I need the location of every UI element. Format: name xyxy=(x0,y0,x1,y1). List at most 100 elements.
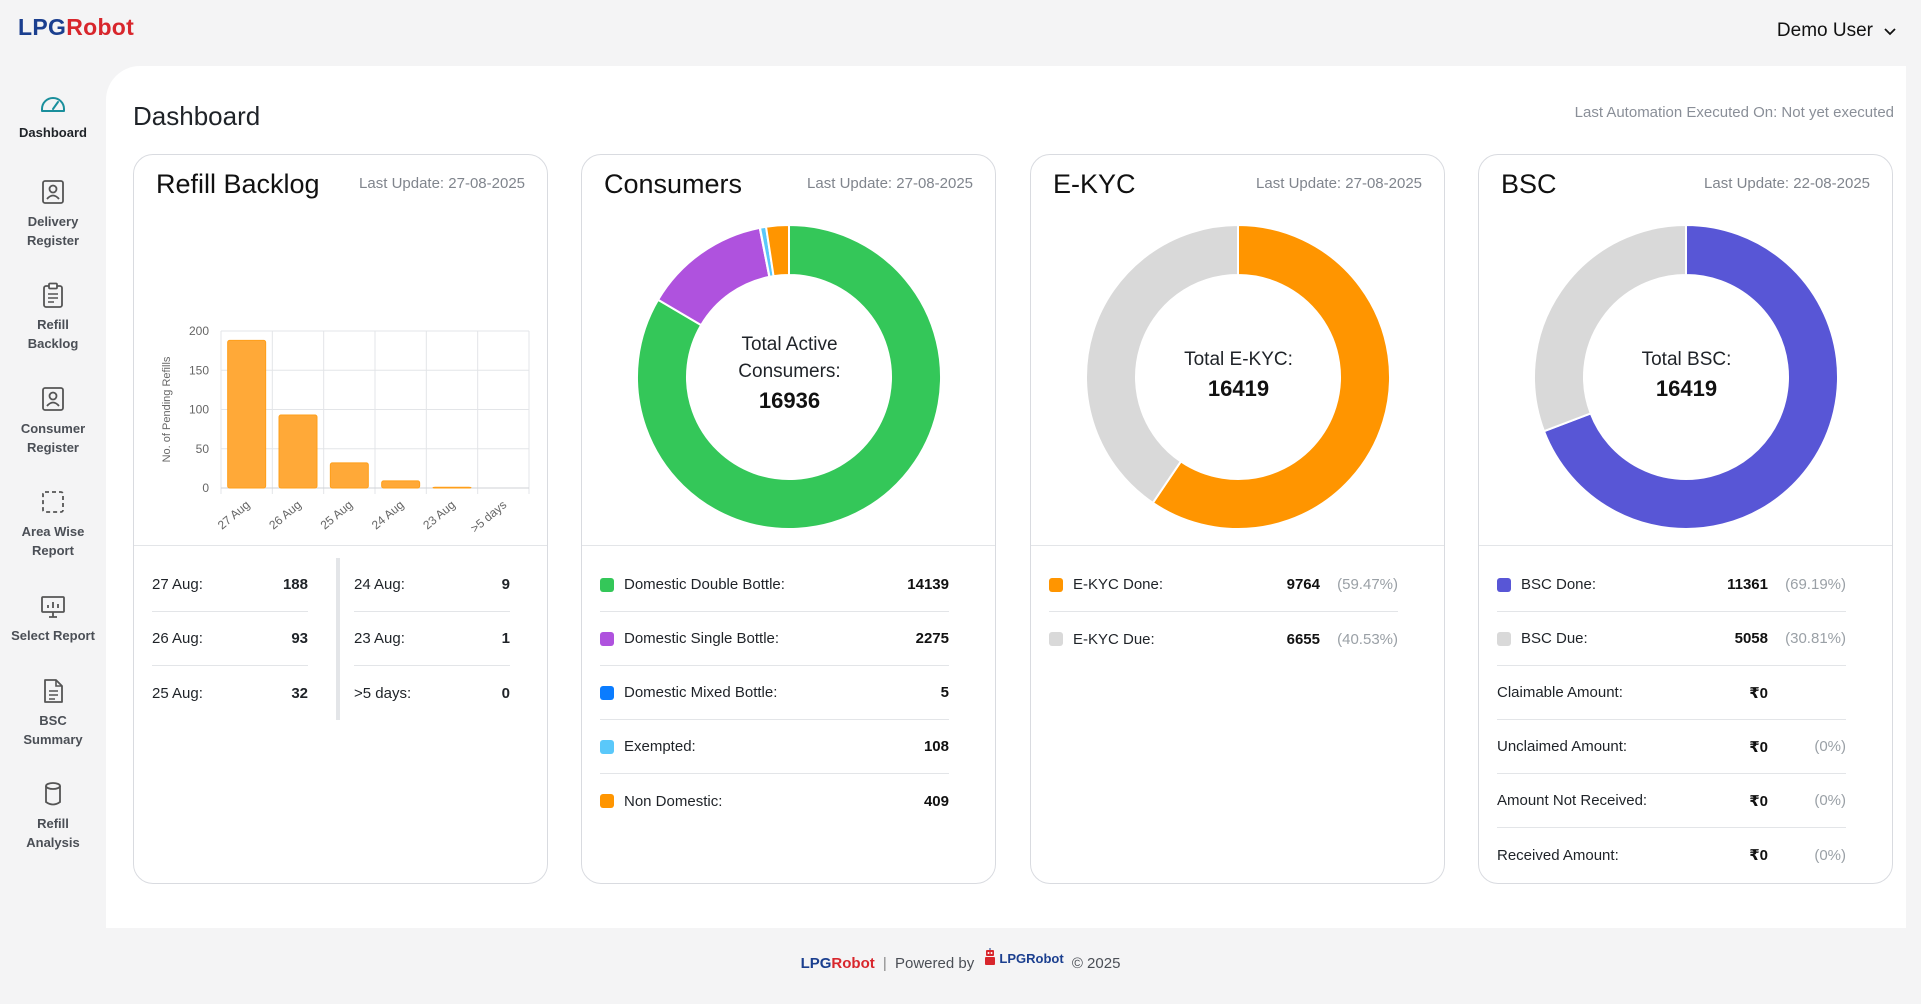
y-tick-label: 0 xyxy=(202,481,209,495)
backlog-label: 23 Aug: xyxy=(354,630,405,647)
app-logo[interactable]: LPGRobot xyxy=(18,14,134,41)
divider xyxy=(1479,545,1892,546)
small-logo-robot: Robot xyxy=(1026,950,1064,966)
small-logo-lpg: LPG xyxy=(999,950,1027,966)
donut-slice xyxy=(1151,223,1391,530)
backlog-row: 25 Aug: 32 xyxy=(152,666,308,720)
sidebar-item-select-report[interactable]: Select Report xyxy=(0,591,106,645)
consumers-list: Domestic Double Bottle: 14139 Domestic Si… xyxy=(600,558,949,828)
x-tick-label: 23 Aug xyxy=(420,498,458,533)
user-menu[interactable]: Demo User xyxy=(1777,20,1897,42)
refill-backlog-chart: 0 50 100 150 200 27 Aug 26 Aug 25 Aug 24 Aug 23 A… xyxy=(134,219,547,539)
divider xyxy=(582,545,995,546)
backlog-row: 27 Aug: 188 xyxy=(152,558,308,612)
donut-center-label: Consumers: xyxy=(738,361,841,382)
list-item-label: Received Amount: xyxy=(1497,846,1619,864)
backlog-row: 26 Aug: 93 xyxy=(152,612,308,666)
backlog-label: 26 Aug: xyxy=(152,630,203,647)
list-item-value: 9764 xyxy=(1286,576,1320,593)
logo-robot-text: Robot xyxy=(66,14,135,40)
list-item-percent: (0%) xyxy=(1814,738,1846,755)
y-tick-label: 50 xyxy=(196,442,210,456)
list-item-label: Domestic Mixed Bottle: xyxy=(624,684,778,701)
donut-slice xyxy=(636,223,942,530)
list-item-percent: (69.19%) xyxy=(1785,576,1846,593)
donut-center-text: Total E-KYC: 16419 xyxy=(1031,346,1444,404)
list-item: E-KYC Due: 6655 (40.53%) xyxy=(1049,612,1398,666)
list-item-label: Domestic Single Bottle: xyxy=(624,630,780,647)
list-item: Unclaimed Amount: ₹0 (0%) xyxy=(1497,720,1846,774)
y-axis-label: No. of Pending Refills xyxy=(161,356,173,462)
footer: LPGRobot | Powered by LPG Robot © 2025 xyxy=(0,948,1921,972)
sidebar-item-area-wise-report[interactable]: Area Wise Report xyxy=(0,487,106,560)
sidebar-item-label: Area Wise Report xyxy=(21,524,85,558)
sidebar-item-label: Dashboard xyxy=(19,125,87,140)
page-title: Dashboard xyxy=(133,101,261,131)
backlog-label: 25 Aug: xyxy=(152,684,203,702)
list-item: Claimable Amount: ₹0 xyxy=(1497,666,1846,720)
donut-slice xyxy=(764,223,790,278)
card-title: BSC xyxy=(1501,169,1557,199)
list-item-percent: (0%) xyxy=(1814,846,1846,864)
list-item-value: 5 xyxy=(940,684,949,701)
list-item-value: ₹0 xyxy=(1749,738,1768,756)
footer-logo-robot: Robot xyxy=(831,955,875,972)
sidebar-item-dashboard[interactable]: Dashboard xyxy=(0,88,106,142)
list-item: Received Amount: ₹0 (0%) xyxy=(1497,828,1846,882)
donut-center-value: 16419 xyxy=(1655,376,1718,401)
donut-center-text: Total BSC: 16419 xyxy=(1479,346,1892,404)
list-item-label: E-KYC Done: xyxy=(1073,576,1164,593)
list-item-label: Non Domestic: xyxy=(624,792,723,810)
backlog-value: 32 xyxy=(291,684,308,702)
donut-slice xyxy=(1533,223,1687,433)
y-tick-label: 200 xyxy=(189,324,209,338)
sidebar-item-refill-backlog[interactable]: Refill Backlog xyxy=(0,280,106,353)
ekyc-card: E-KYC Last Update: 27-08-2025 Total E-KY… xyxy=(1030,154,1445,884)
last-automation-status: Last Automation Executed On: Not yet exe… xyxy=(1574,104,1894,121)
backlog-value: 188 xyxy=(282,576,308,593)
list-item-percent: (0%) xyxy=(1814,792,1846,809)
x-tick-label: >5 days xyxy=(468,498,509,536)
sidebar-item-label: Consumer Register xyxy=(20,421,86,455)
logo-lpg-text: LPG xyxy=(18,14,67,40)
sidebar-item-refill-analysis[interactable]: Refill Analysis xyxy=(0,779,106,852)
document-icon xyxy=(38,676,68,706)
list-item-percent: (59.47%) xyxy=(1337,576,1398,593)
last-update: Last Update: 27-08-2025 xyxy=(1256,175,1422,192)
donut-center-value: 16936 xyxy=(758,388,821,413)
footer-logo[interactable]: LPGRobot xyxy=(801,955,875,972)
ekyc-list: E-KYC Done: 9764 (59.47%) E-KYC Due: 6655 (4… xyxy=(1049,558,1398,666)
backlog-value: 9 xyxy=(501,576,510,593)
list-item-label: Exempted: xyxy=(624,738,696,755)
refill-backlog-card: Refill Backlog Last Update: 27-08-2025 0… xyxy=(133,154,548,884)
powered-by-logo[interactable]: LPG Robot xyxy=(982,948,1064,968)
donut-center-label: Total BSC: xyxy=(1641,349,1732,370)
sidebar-item-bsc-summary[interactable]: BSC Summary xyxy=(0,676,106,749)
x-tick-label: 26 Aug xyxy=(266,498,304,533)
sidebar-item-consumer-register[interactable]: Consumer Register xyxy=(0,384,106,457)
card-title: E-KYC xyxy=(1053,169,1136,199)
backlog-label: 27 Aug: xyxy=(152,576,203,593)
sidebar-item-label: Delivery Register xyxy=(26,214,80,248)
backlog-column-left: 27 Aug: 188 26 Aug: 93 25 Aug: 32 xyxy=(152,558,308,720)
divider xyxy=(134,545,547,546)
ekyc-donut-chart: Total E-KYC: 16419 xyxy=(1031,215,1444,535)
footer-separator: | xyxy=(882,955,887,972)
list-item-value: 11361 xyxy=(1727,576,1768,593)
sidebar-item-label: Select Report xyxy=(11,628,95,643)
last-update: Last Update: 22-08-2025 xyxy=(1704,175,1870,192)
sidebar-item-label: Refill Backlog xyxy=(27,317,79,351)
legend-swatch xyxy=(600,631,614,646)
main-content: Dashboard Last Automation Executed On: N… xyxy=(106,66,1906,928)
bsc-donut-chart: Total BSC: 16419 xyxy=(1479,215,1892,535)
user-badge-icon xyxy=(38,384,68,414)
consumers-card: Consumers Last Update: 27-08-2025 Total … xyxy=(581,154,996,884)
x-tick-label: 27 Aug xyxy=(215,498,253,533)
list-item-value: 5058 xyxy=(1734,630,1768,647)
robot-icon xyxy=(985,948,996,965)
divider xyxy=(1031,545,1444,546)
sidebar-item-delivery-register[interactable]: Delivery Register xyxy=(0,177,106,250)
donut-svg xyxy=(1533,223,1839,530)
last-update: Last Update: 27-08-2025 xyxy=(359,175,525,192)
list-item-value: 6655 xyxy=(1286,630,1320,648)
